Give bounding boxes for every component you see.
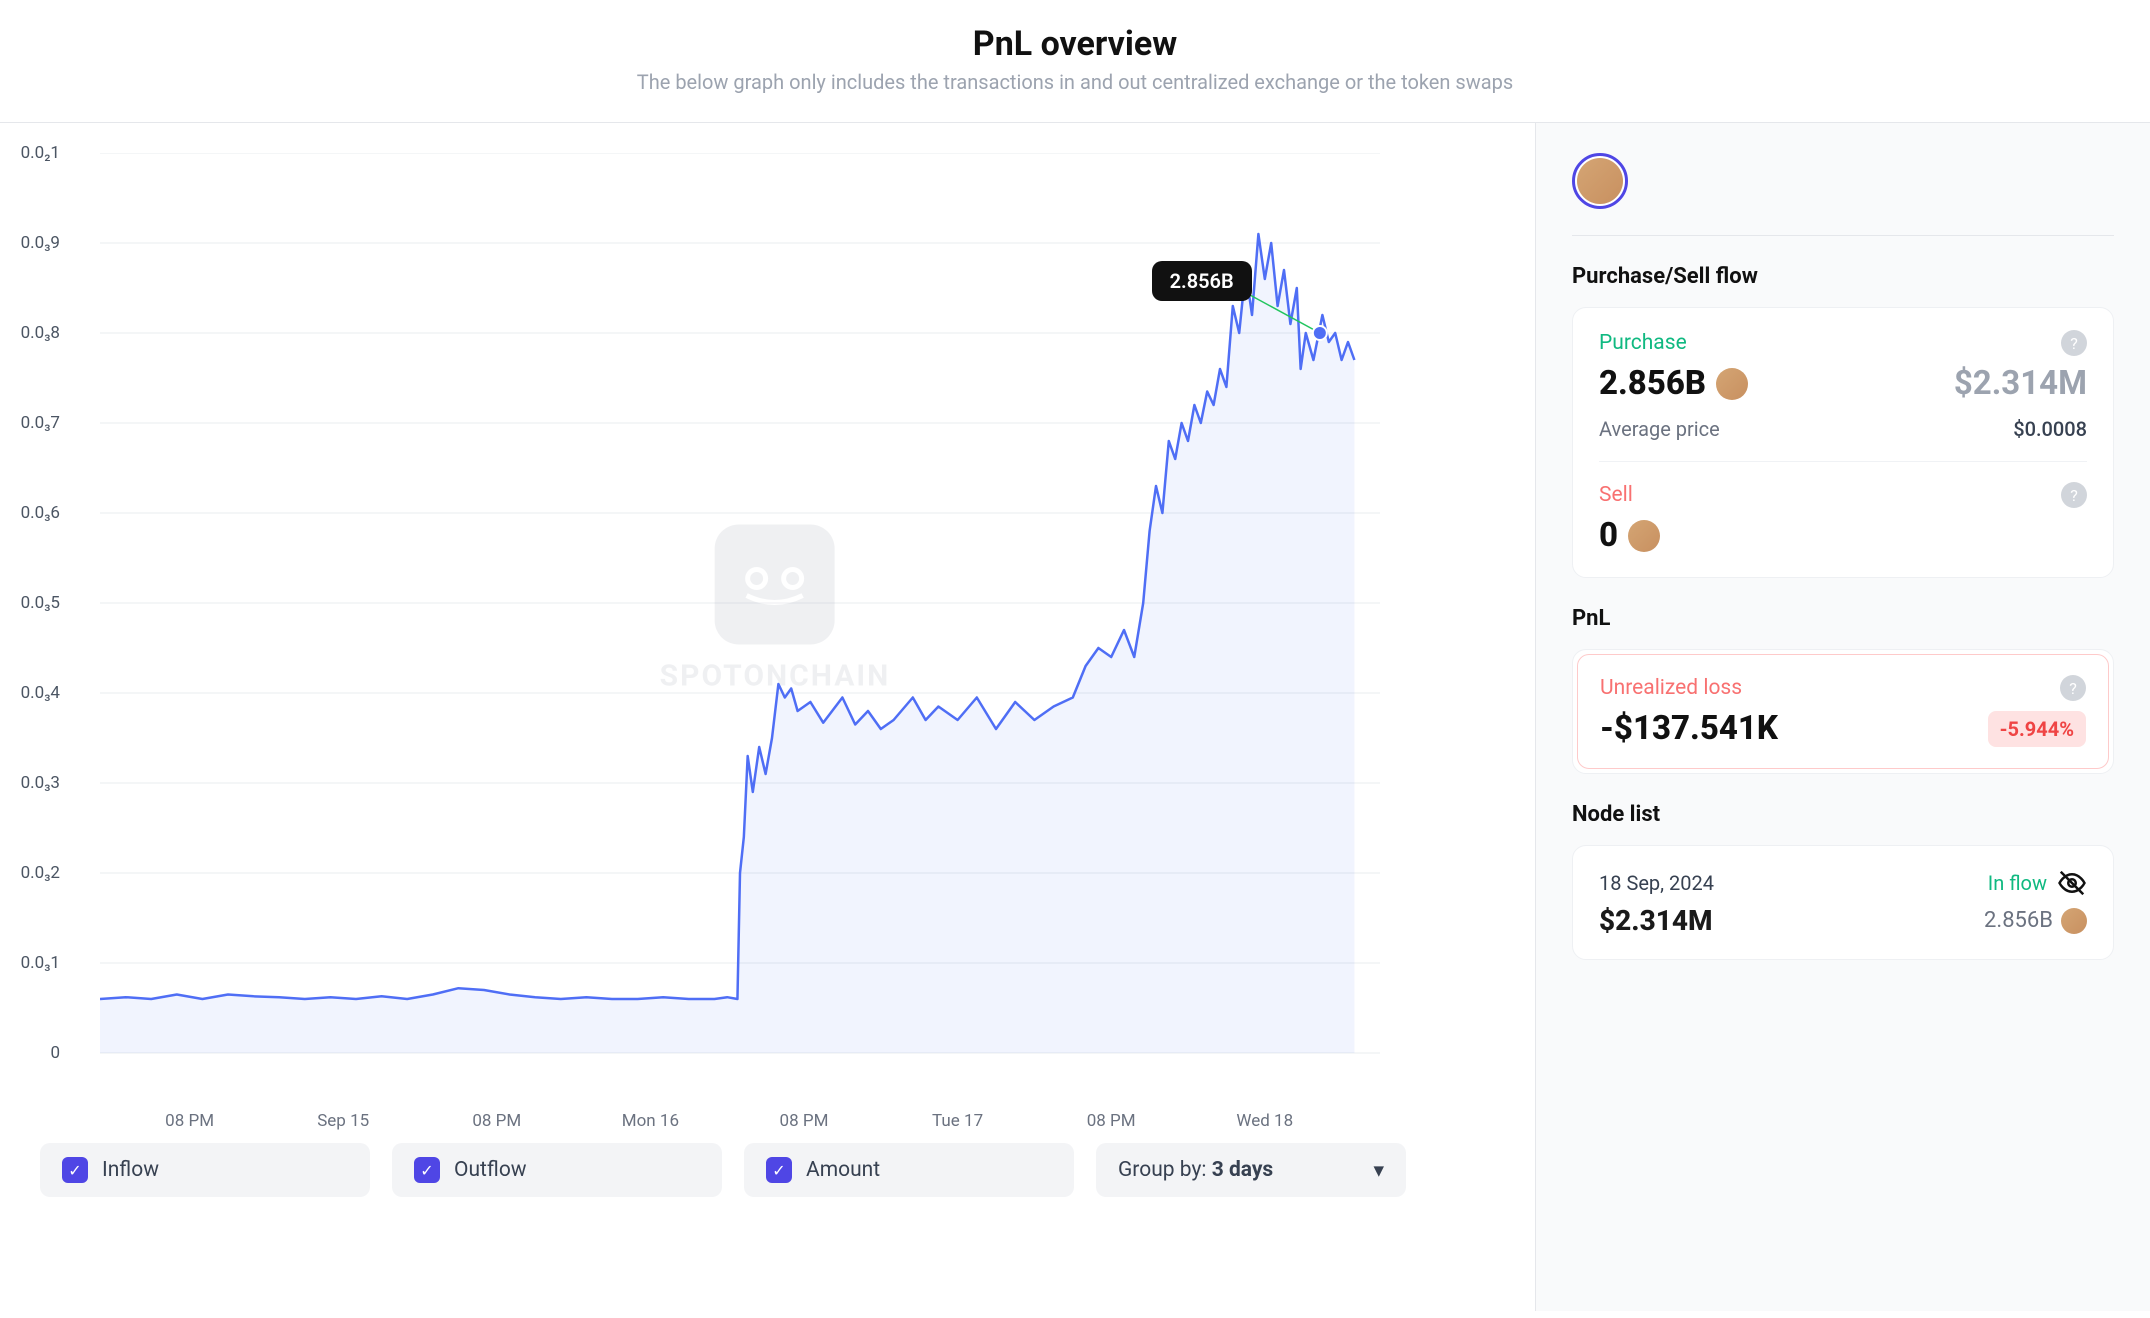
x-axis-label: 08 PM: [780, 1111, 829, 1131]
token-icon: [1628, 520, 1660, 552]
chart-container: 00.0₃10.0₃20.0₃30.0₃40.0₃50.0₃60.0₃70.0₃…: [100, 153, 1450, 1103]
purchase-amount: 2.856B: [1599, 364, 1748, 403]
chart-controls: ✓ Inflow ✓ Outflow ✓ Amount Group by: 3 …: [40, 1143, 1495, 1197]
pnl-section-title: PnL: [1572, 606, 2114, 631]
check-icon: ✓: [62, 1157, 88, 1183]
outflow-checkbox[interactable]: ✓ Outflow: [392, 1143, 722, 1197]
purchase-label: Purchase: [1599, 331, 1687, 355]
side-panel: Purchase/Sell flow Purchase ? 2.856B $2.…: [1535, 123, 2150, 1311]
page-subtitle: The below graph only includes the transa…: [0, 70, 2150, 94]
y-axis-label: 0.0₃4: [21, 683, 60, 703]
group-by-select[interactable]: Group by: 3 days ▾: [1096, 1143, 1406, 1197]
node-date: 18 Sep, 2024: [1599, 871, 1714, 895]
chart-tooltip: 2.856B: [1152, 261, 1252, 301]
flow-section-title: Purchase/Sell flow: [1572, 264, 2114, 289]
group-by-label: Group by: 3 days: [1118, 1158, 1273, 1182]
outflow-label: Outflow: [454, 1158, 527, 1182]
x-axis-label: Tue 17: [932, 1111, 983, 1131]
node-list-item[interactable]: 18 Sep, 2024 In flow $2.314M 2.856B: [1572, 845, 2114, 960]
node-list-title: Node list: [1572, 802, 2114, 827]
chevron-down-icon: ▾: [1373, 1158, 1384, 1183]
y-axis-label: 0.0₃6: [21, 503, 60, 523]
page-title: PnL overview: [0, 24, 2150, 64]
pnl-value: -$137.541K: [1600, 709, 1778, 748]
eye-off-icon[interactable]: [2057, 868, 2087, 898]
help-icon[interactable]: ?: [2060, 675, 2086, 701]
y-axis-label: 0.0₂1: [21, 143, 60, 163]
amount-label: Amount: [806, 1158, 880, 1182]
page-header: PnL overview The below graph only includ…: [0, 0, 2150, 123]
x-axis-label: 08 PM: [165, 1111, 214, 1131]
help-icon[interactable]: ?: [2061, 330, 2087, 356]
y-axis-label: 0.0₃1: [21, 953, 60, 973]
y-axis-label: 0.0₃3: [21, 773, 60, 793]
y-axis-label: 0.0₃5: [21, 593, 60, 613]
token-icon: [2061, 908, 2087, 934]
chart-panel: 0 0.0₃1 0.0₃2 0.0₃3 0.0₃4 0.0₃5 0.0₃6 0.0₃7 0.0₃…: [0, 123, 1535, 1311]
check-icon: ✓: [414, 1157, 440, 1183]
y-axis-label: 0.0₃2: [21, 863, 60, 883]
purchase-usd: $2.314M: [1954, 364, 2087, 403]
y-axis-label: 0.0₃8: [21, 323, 60, 343]
pnl-card: Unrealized loss ? -$137.541K -5.944%: [1572, 649, 2114, 774]
unrealized-loss-label: Unrealized loss: [1600, 676, 1742, 700]
check-icon: ✓: [766, 1157, 792, 1183]
avg-price-label: Average price: [1599, 417, 1720, 441]
inflow-checkbox[interactable]: ✓ Inflow: [40, 1143, 370, 1197]
avatar-row: [1572, 153, 2114, 236]
pnl-pct-badge: -5.944%: [1988, 711, 2086, 747]
x-axis-label: Mon 16: [622, 1111, 679, 1131]
y-axis-label: 0.0₃7: [21, 413, 60, 433]
node-usd: $2.314M: [1599, 904, 1713, 937]
y-axis-label: 0.0₃9: [21, 233, 60, 253]
sell-amount: 0: [1599, 516, 1660, 555]
x-axis-label: 08 PM: [1087, 1111, 1136, 1131]
x-axis-label: Wed 18: [1236, 1111, 1293, 1131]
token-icon: [1716, 368, 1748, 400]
sell-label: Sell: [1599, 483, 1633, 507]
amount-checkbox[interactable]: ✓ Amount: [744, 1143, 1074, 1197]
avg-price-value: $0.0008: [2013, 417, 2087, 441]
purchase-sell-card: Purchase ? 2.856B $2.314M Average price …: [1572, 307, 2114, 578]
y-axis-label: 0: [50, 1043, 60, 1063]
help-icon[interactable]: ?: [2061, 482, 2087, 508]
node-amount: 2.856B: [1984, 908, 2087, 934]
node-flow-label: In flow: [1988, 871, 2047, 895]
x-axis-label: Sep 15: [317, 1111, 369, 1131]
inflow-label: Inflow: [102, 1158, 159, 1182]
x-axis-label: 08 PM: [472, 1111, 521, 1131]
token-avatar[interactable]: [1572, 153, 1628, 209]
